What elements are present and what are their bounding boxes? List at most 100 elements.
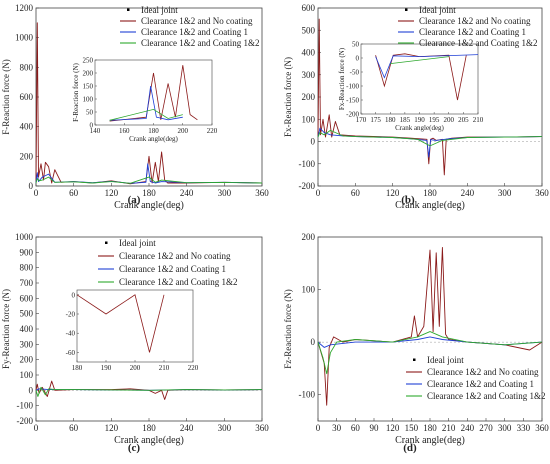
series-line-1 bbox=[317, 247, 543, 406]
inset-frame bbox=[94, 59, 213, 126]
inset-y-tick-label: -60 bbox=[66, 349, 76, 357]
inset-x-tick-label: 200 bbox=[444, 116, 455, 124]
legend-marker bbox=[127, 8, 130, 11]
inset-chart: 140 160 180 200 220 0 50 100 150 200 250 Crank angl… bbox=[72, 57, 218, 144]
inset-chart: 180 190 200 210 220 -60 -40 -20 0 bbox=[66, 289, 199, 372]
y-tick-label: -200 bbox=[17, 416, 34, 426]
inset-x-tick-label: 210 bbox=[159, 364, 170, 372]
inset-frame bbox=[360, 43, 479, 115]
y-tick-label: 600 bbox=[20, 293, 34, 303]
inset-x-tick-label: 160 bbox=[119, 127, 130, 135]
panel-b: 0 60 120 180 240 300 360 -200 -100 0 100 200 300 400 5… bbox=[283, 3, 549, 211]
y-tick-label: 0 bbox=[29, 181, 34, 191]
panel-label: (b) bbox=[401, 194, 415, 206]
legend-marker bbox=[413, 358, 416, 361]
x-tick-label: 60 bbox=[69, 188, 79, 198]
inset-x-tick-label: 140 bbox=[90, 127, 101, 135]
legend-entry: Clearance 1&2 and No coating bbox=[119, 251, 231, 261]
legend-marker bbox=[105, 241, 108, 244]
series-line-2 bbox=[35, 163, 263, 184]
x-axis-label: Crank angle(deg) bbox=[395, 200, 465, 211]
inset-x-tick-label: 205 bbox=[458, 116, 469, 124]
legend-entry: Ideal joint bbox=[119, 238, 156, 248]
y-tick-label: 100 bbox=[302, 285, 316, 295]
inset-x-tick-label: 195 bbox=[429, 116, 440, 124]
series-line-3 bbox=[317, 331, 543, 375]
y-axis-label: Fz-Reaction force (N) bbox=[283, 289, 293, 368]
legend-entry: Ideal joint bbox=[419, 5, 456, 15]
x-tick-label: 210 bbox=[442, 423, 456, 433]
inset-x-tick-label: 200 bbox=[130, 364, 141, 372]
inset-series-line-1 bbox=[76, 294, 165, 353]
inset-x-tick-label: 180 bbox=[148, 127, 159, 135]
series-line-3 bbox=[35, 176, 263, 184]
x-tick-label: 120 bbox=[386, 188, 400, 198]
legend-entry: Clearance 1&2 and Coating 1&2 bbox=[419, 38, 537, 48]
inset-x-tick-label: 175 bbox=[370, 116, 381, 124]
series-line-3 bbox=[35, 386, 263, 397]
y-tick-label: 800 bbox=[20, 62, 34, 72]
legend-entry: Clearance 1&2 and Coating 1 bbox=[427, 379, 534, 389]
legend-marker bbox=[405, 8, 408, 11]
panel-label: (c) bbox=[128, 442, 141, 454]
inset-chart: 170 175 180 185 190 195 200 205 210 -200 -150 -100 -… bbox=[338, 41, 484, 133]
y-tick-label: 400 bbox=[302, 48, 316, 58]
y-tick-label: 600 bbox=[302, 3, 316, 13]
y-tick-label: 100 bbox=[20, 370, 34, 380]
y-tick-label: 500 bbox=[20, 309, 34, 319]
inset-y-tick-label: 200 bbox=[83, 70, 94, 78]
inset-y-tick-label: 50 bbox=[352, 41, 360, 49]
x-tick-label: 240 bbox=[180, 188, 194, 198]
y-axis-label: Fx-Reaction force (N) bbox=[283, 57, 293, 137]
x-tick-label: 360 bbox=[535, 188, 549, 198]
inset-x-tick-label: 220 bbox=[188, 364, 199, 372]
y-tick-label: 200 bbox=[302, 92, 316, 102]
legend-entry: Clearance 1&2 and Coating 1&2 bbox=[141, 38, 259, 48]
x-tick-label: 0 bbox=[316, 188, 321, 198]
inset-series-line-3 bbox=[109, 108, 183, 121]
y-tick-label: 700 bbox=[20, 278, 34, 288]
x-tick-label: 0 bbox=[34, 423, 39, 433]
legend-entry: Clearance 1&2 and Coating 1 bbox=[141, 27, 248, 37]
inset-x-tick-label: 210 bbox=[473, 116, 484, 124]
legend-entry: Clearance 1&2 and No coating bbox=[419, 16, 531, 26]
x-tick-label: 300 bbox=[498, 188, 512, 198]
inset-x-tick-label: 190 bbox=[414, 116, 425, 124]
legend-entry: Clearance 1&2 and Coating 1 bbox=[119, 264, 226, 274]
x-tick-label: 240 bbox=[461, 188, 475, 198]
inset-y-axis-label: F-Reaction force (N) bbox=[72, 62, 80, 121]
inset-y-tick-label: 0 bbox=[72, 291, 76, 299]
y-tick-label: 0 bbox=[29, 385, 34, 395]
x-tick-label: 330 bbox=[517, 423, 531, 433]
x-tick-label: 360 bbox=[255, 423, 269, 433]
y-tick-label: 200 bbox=[20, 151, 34, 161]
x-axis-label: Crank angle(deg) bbox=[114, 435, 184, 446]
y-tick-label: -100 bbox=[17, 401, 34, 411]
inset-y-tick-label: -150 bbox=[346, 97, 359, 105]
panel-d: 0 30 60 90 120 150 180 210 240 270 300 330 360 -100 0 1… bbox=[283, 232, 549, 454]
inset-y-tick-label: 100 bbox=[83, 96, 94, 104]
y-tick-label: 400 bbox=[20, 122, 34, 132]
inset-x-axis-label: Crank angle(deg) bbox=[129, 135, 178, 143]
inset-x-tick-label: 190 bbox=[101, 364, 112, 372]
x-tick-label: 90 bbox=[370, 423, 380, 433]
inset-x-tick-label: 180 bbox=[72, 364, 83, 372]
inset-y-tick-label: -50 bbox=[350, 69, 360, 77]
x-tick-label: 180 bbox=[423, 188, 437, 198]
inset-y-tick-label: 50 bbox=[86, 109, 94, 117]
legend-entry: Ideal joint bbox=[141, 5, 178, 15]
inset-y-tick-label: 250 bbox=[83, 57, 94, 65]
x-tick-label: 120 bbox=[105, 188, 119, 198]
y-tick-label: 200 bbox=[20, 355, 34, 365]
y-tick-label: 800 bbox=[20, 263, 34, 273]
inset-x-tick-label: 220 bbox=[207, 127, 218, 135]
y-tick-label: 100 bbox=[302, 114, 316, 124]
inset-y-tick-label: -20 bbox=[66, 311, 76, 319]
x-axis-label: Crank angle(deg) bbox=[395, 435, 465, 446]
x-tick-label: 300 bbox=[218, 423, 232, 433]
y-tick-label: 900 bbox=[20, 247, 34, 257]
